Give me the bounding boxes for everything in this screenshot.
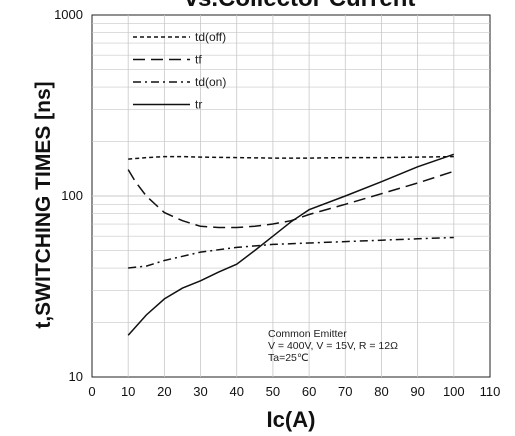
series-layer (127, 153, 455, 336)
series-line-tr (127, 153, 455, 336)
series-line-td-on- (128, 236, 454, 269)
x-tick-label: 60 (302, 384, 316, 399)
y-axis-title: t,SWITCHING TIMES [ns] (32, 81, 55, 328)
x-tick-label: 10 (121, 384, 135, 399)
x-tick-label: 110 (480, 384, 501, 399)
y-tick-label: 1000 (54, 7, 83, 22)
y-axis-ticks: 10 100 1000 (54, 7, 83, 384)
x-tick-label: 30 (193, 384, 207, 399)
x-tick-label: 100 (443, 384, 465, 399)
annotation-line-2: V = 400V, V = 15V, R = 12Ω (268, 340, 398, 352)
legend-label: tf (195, 53, 202, 67)
y-tick-label: 100 (61, 188, 83, 203)
legend: td(off) tf td(on) tr (133, 30, 226, 112)
x-tick-label: 0 (88, 384, 95, 399)
x-tick-label: 80 (374, 384, 388, 399)
series-line-td-off- (128, 155, 454, 160)
x-tick-label: 90 (410, 384, 424, 399)
annotation-line-3: Ta=25℃ (268, 352, 309, 364)
x-tick-label: 20 (157, 384, 171, 399)
x-tick-label: 70 (338, 384, 352, 399)
legend-label: td(on) (195, 75, 226, 89)
x-tick-label: 50 (266, 384, 280, 399)
grid (92, 15, 490, 377)
annotation-box: Common Emitter V = 400V, V = 15V, R = 12… (268, 328, 398, 364)
legend-label: tr (195, 98, 202, 112)
chart-title: vs.Collector Current (185, 0, 416, 12)
x-axis-title: Ic(A) (267, 407, 316, 432)
x-axis-ticks: 0 10 20 30 40 50 60 70 80 90 100 110 (88, 384, 500, 399)
legend-label: td(off) (195, 30, 226, 44)
y-tick-label: 10 (69, 369, 83, 384)
annotation-line-1: Common Emitter (268, 328, 347, 340)
series-line-tf (127, 169, 455, 229)
x-tick-label: 40 (229, 384, 243, 399)
